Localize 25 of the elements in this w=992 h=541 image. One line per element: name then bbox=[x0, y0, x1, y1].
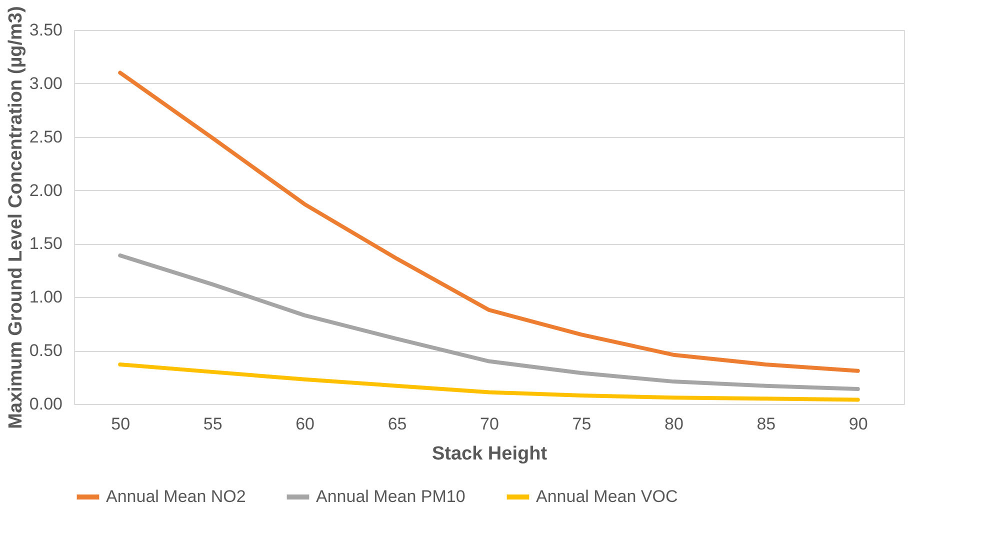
line-series bbox=[118, 70, 860, 373]
legend-label: Annual Mean PM10 bbox=[316, 487, 466, 506]
x-tick-label: 55 bbox=[203, 414, 222, 434]
y-tick-label: 2.00 bbox=[29, 180, 62, 200]
x-tick-label: 90 bbox=[848, 414, 868, 434]
y-tick-label: 0.50 bbox=[29, 341, 62, 360]
y-tick-label: 1.50 bbox=[29, 234, 62, 254]
x-tick-label: 75 bbox=[572, 414, 592, 434]
x-tick-label: 60 bbox=[296, 414, 315, 434]
x-tick-label: 50 bbox=[111, 414, 130, 434]
y-tick-label: 2.50 bbox=[29, 127, 62, 146]
y-tick-label: 0.00 bbox=[29, 394, 62, 414]
legend-label: Annual Mean VOC bbox=[536, 487, 678, 506]
x-tick-label: 65 bbox=[388, 414, 407, 434]
line-series bbox=[118, 362, 860, 402]
line-series bbox=[118, 253, 860, 392]
x-axis-title: Stack Height bbox=[432, 444, 548, 464]
y-tick-label: 3.50 bbox=[29, 20, 62, 40]
y-tick-label: 1.00 bbox=[29, 288, 62, 307]
x-tick-label: 80 bbox=[664, 414, 684, 434]
y-axis-title: Maximum Ground Level Concentration (µg/m3) bbox=[5, 6, 26, 429]
legend-label: Annual Mean NO2 bbox=[106, 487, 246, 506]
x-tick-label: 85 bbox=[756, 414, 776, 434]
x-tick-label: 70 bbox=[480, 414, 499, 434]
y-tick-label: 3.00 bbox=[29, 74, 62, 93]
